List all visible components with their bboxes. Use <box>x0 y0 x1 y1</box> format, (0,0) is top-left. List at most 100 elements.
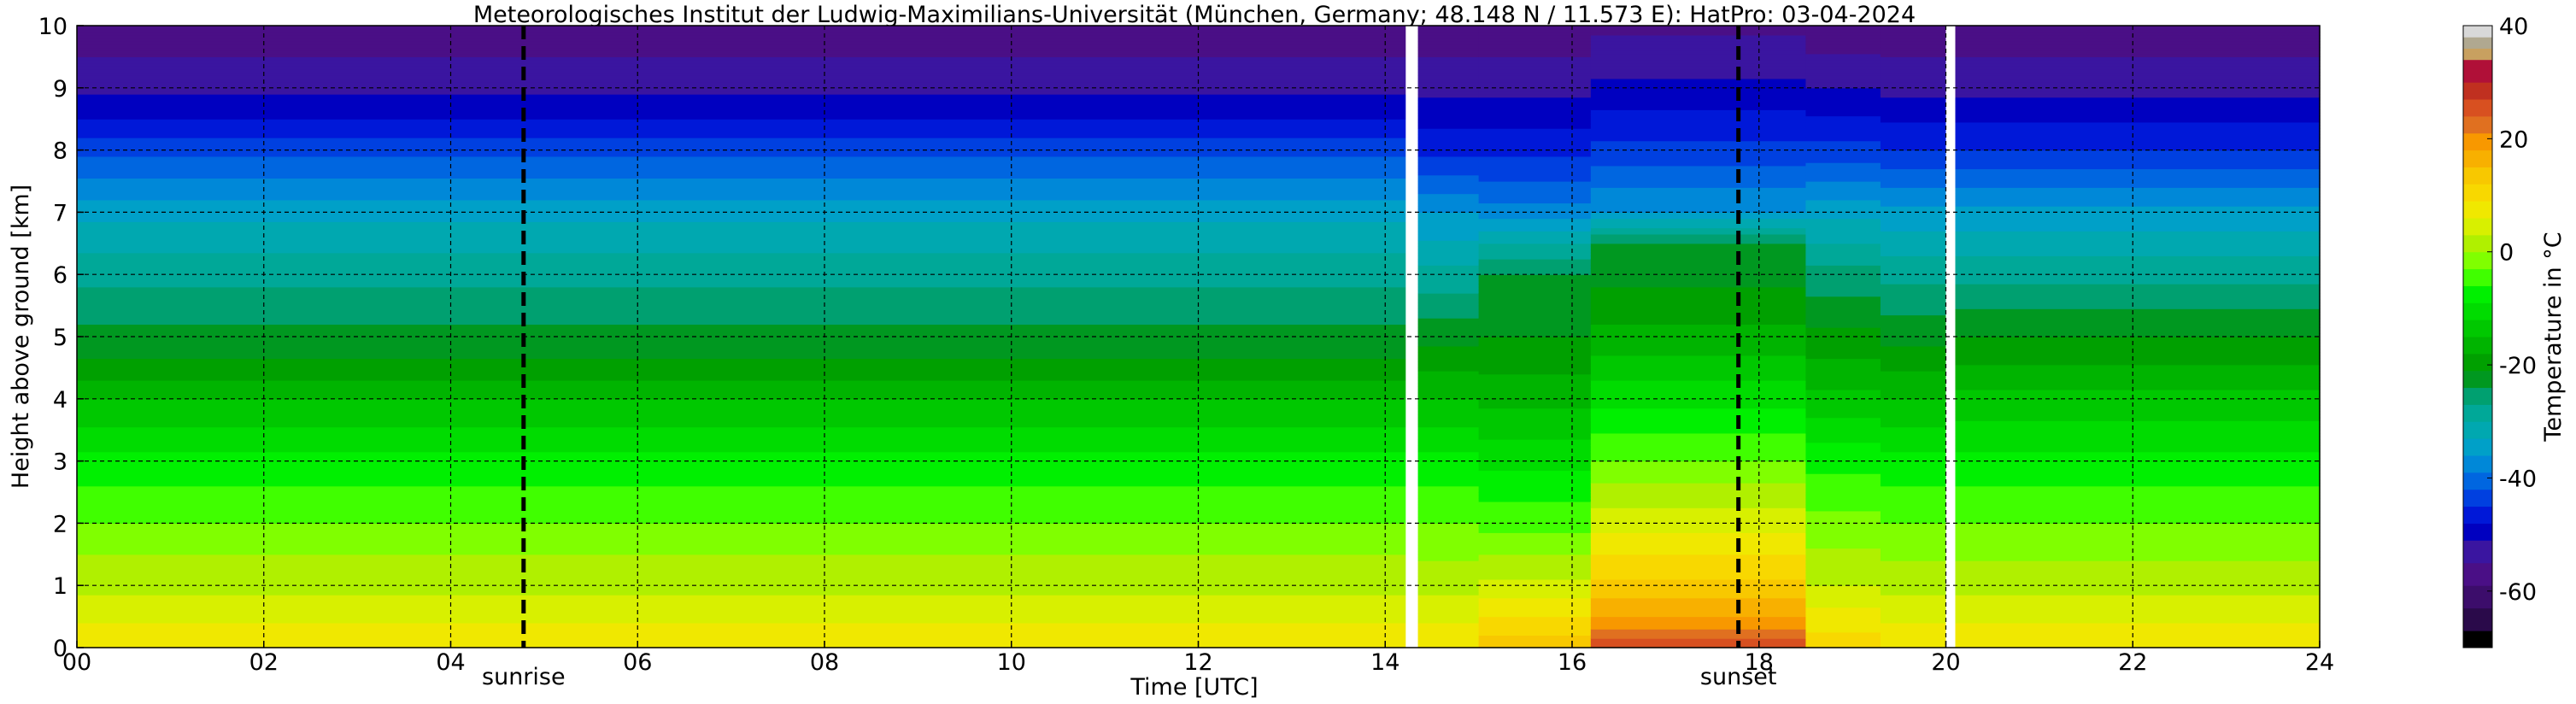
heatmap-cell <box>1805 461 1881 465</box>
heatmap-cell <box>1805 495 1881 499</box>
heatmap-cell <box>1417 53 1480 57</box>
heatmap-cell <box>1880 349 1947 353</box>
heatmap-cell <box>1805 159 1881 163</box>
heatmap-cell <box>1955 293 2321 297</box>
heatmap-cell <box>1880 466 1947 472</box>
heatmap-cell <box>1955 392 2321 396</box>
heatmap-cell <box>77 125 1406 129</box>
heatmap-cell <box>1955 162 2321 167</box>
heatmap-cell <box>1955 355 2321 360</box>
heatmap-cell <box>1590 26 1807 30</box>
heatmap-cell <box>77 532 1406 537</box>
heatmap-cell <box>1805 231 1881 235</box>
heatmap-cell <box>1478 138 1592 142</box>
data-gap <box>1405 26 1418 648</box>
heatmap-cell <box>1805 119 1881 123</box>
heatmap-cell <box>1590 432 1807 437</box>
heatmap-cell <box>1880 619 1947 624</box>
heatmap-cell <box>1955 339 2321 343</box>
heatmap-cell <box>1478 554 1592 559</box>
colorbar-segment <box>2463 370 2492 389</box>
colorbar-segment <box>2463 268 2492 286</box>
heatmap-cell <box>1805 155 1881 161</box>
heatmap-cell <box>1955 131 2321 135</box>
heatmap-cell <box>77 218 1406 222</box>
heatmap-cell <box>1478 379 1592 384</box>
heatmap-cell <box>1805 112 1881 117</box>
y-axis-ticks: 0 1 2 3 4 5 6 7 8 9 10 <box>38 14 84 662</box>
heatmap-cell <box>1417 327 1480 331</box>
heatmap-cell <box>1805 430 1881 434</box>
heatmap-cell <box>1590 333 1807 337</box>
heatmap-cell <box>1478 215 1592 220</box>
heatmap-cell <box>1880 252 1947 256</box>
heatmap-cell <box>1955 517 2321 521</box>
heatmap-cell <box>1880 392 1947 396</box>
y-tick-label: 7 <box>53 200 67 226</box>
heatmap-cell <box>77 75 1406 79</box>
heatmap-cell <box>1955 337 2321 341</box>
heatmap-cell <box>1805 476 1881 481</box>
heatmap-cell <box>1955 255 2321 260</box>
colorbar: -60 -40 -20 0 20 40 <box>2462 14 2537 648</box>
heatmap-cell <box>1880 286 1947 290</box>
heatmap-cell <box>1955 299 2321 303</box>
heatmap-cell <box>1955 280 2321 285</box>
heatmap-cell <box>1805 261 1881 266</box>
heatmap-cell <box>1805 349 1881 353</box>
heatmap-cell <box>1805 585 1881 590</box>
heatmap-cell <box>1590 629 1807 633</box>
heatmap-cell <box>1880 479 1947 484</box>
heatmap-cell <box>1805 97 1881 101</box>
heatmap-cell <box>1417 100 1480 104</box>
heatmap-cell <box>77 119 1406 123</box>
heatmap-cell <box>1805 641 1881 645</box>
x-tick-label: 06 <box>623 649 652 676</box>
heatmap-cell <box>1880 414 1947 419</box>
heatmap-cell <box>1955 449 2321 453</box>
heatmap-cell <box>1955 215 2321 220</box>
heatmap-cell <box>77 91 1406 95</box>
heatmap-cell <box>1590 548 1807 552</box>
heatmap-cell <box>1805 286 1881 290</box>
heatmap-cell <box>1880 184 1947 188</box>
heatmap-cell <box>1880 426 1947 431</box>
heatmap-cell <box>1478 94 1592 98</box>
colorbar-segment <box>2463 489 2492 507</box>
heatmap-cell <box>77 485 1406 490</box>
heatmap-cell <box>1805 47 1881 51</box>
heatmap-cell <box>1478 492 1592 496</box>
heatmap-cell <box>1805 128 1881 132</box>
heatmap-cell <box>1478 386 1592 390</box>
heatmap-cell <box>1478 604 1592 608</box>
heatmap-cell <box>1880 308 1947 313</box>
heatmap-cell <box>1955 461 2321 465</box>
heatmap-cell <box>1417 566 1480 571</box>
heatmap-cell <box>1880 199 1947 204</box>
heatmap-cell <box>1805 184 1881 188</box>
heatmap-cell <box>77 85 1406 89</box>
heatmap-cell <box>1417 560 1480 565</box>
heatmap-cell <box>77 330 1406 334</box>
heatmap-cell <box>1880 280 1947 285</box>
heatmap-cell <box>1880 461 1947 465</box>
heatmap-cell <box>1478 284 1592 288</box>
heatmap-cell <box>1590 544 1807 549</box>
heatmap-cell <box>1417 333 1480 337</box>
heatmap-cell <box>1805 277 1881 282</box>
y-tick-label: 8 <box>53 138 67 165</box>
heatmap-cell <box>1880 451 1947 455</box>
heatmap-cell <box>77 361 1406 366</box>
heatmap-cell <box>1590 277 1807 282</box>
heatmap-cell <box>1955 507 2321 512</box>
heatmap-cell <box>1805 34 1881 39</box>
heatmap-cell <box>1417 529 1480 533</box>
heatmap-cell <box>1478 178 1592 182</box>
colorbar-segment <box>2463 320 2492 337</box>
heatmap-cell <box>1417 184 1480 188</box>
heatmap-cell <box>1478 271 1592 275</box>
colorbar-tick-label: 40 <box>2499 14 2528 40</box>
heatmap-cell <box>1880 402 1947 406</box>
heatmap-cell <box>1955 38 2321 42</box>
colorbar-segment <box>2463 82 2492 100</box>
